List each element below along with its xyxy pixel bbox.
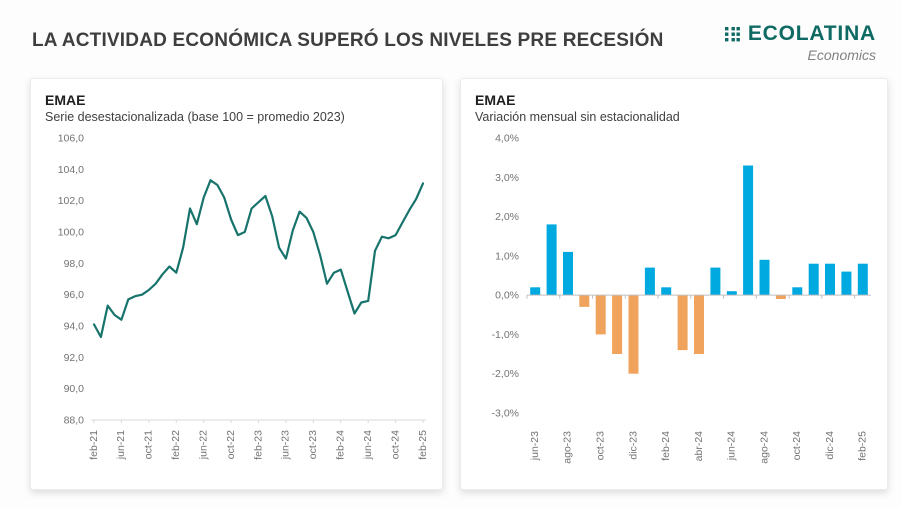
left-chart-title: EMAE: [45, 92, 86, 108]
bar-jul-24: [743, 165, 754, 296]
y-axis-label: 4,0%: [495, 133, 519, 145]
x-axis-label: jun-23: [529, 431, 541, 461]
bar-oct-24: [792, 287, 803, 296]
logo-tagline: Economics: [807, 47, 876, 63]
bar-sep-23: [579, 295, 590, 307]
x-axis-label: feb-24: [660, 431, 672, 461]
x-axis-label: oct-22: [225, 430, 237, 459]
x-axis-label: feb-23: [252, 430, 264, 460]
emae-bar-chart: 4,0% 3,0% 2,0% 1,0% 0,0% -1,0% -2,0% -3,0% jun-2…: [492, 133, 871, 464]
charts-row: EMAE Serie desestacionalizada (base 100 …: [30, 78, 888, 490]
x-axis-label: feb-25: [417, 430, 429, 460]
y-axis-label: 90,0: [64, 383, 85, 395]
x-axis-label: jun-21: [115, 430, 127, 460]
page-title: LA ACTIVIDAD ECONÓMICA SUPERÓ LOS NIVELE…: [32, 30, 664, 51]
x-axis-label: ago-24: [758, 431, 770, 464]
logo-grid-icon: [724, 26, 742, 43]
x-axis-label: oct-24: [791, 431, 803, 460]
header: LA ACTIVIDAD ECONÓMICA SUPERÓ LOS NIVELE…: [30, 18, 888, 70]
y-axis-label: 94,0: [64, 321, 85, 333]
bar-may-24: [710, 267, 721, 296]
left-chart-subtitle: Serie desestacionalizada (base 100 = pro…: [45, 110, 345, 124]
bar-ago-24: [759, 259, 770, 296]
y-axis-label: 102,0: [58, 195, 84, 207]
bar-sep-24: [775, 295, 786, 299]
bar-ene-25: [841, 271, 852, 296]
y-axis-label: 106,0: [58, 133, 84, 145]
x-axis-label: jun-24: [726, 431, 738, 461]
bar-dic-23: [628, 295, 639, 374]
x-axis-label: feb-24: [335, 430, 347, 460]
bar-mar-24: [677, 295, 688, 351]
right-chart-title: EMAE: [475, 92, 516, 108]
bar-nov-24: [808, 263, 819, 296]
x-axis-label: abr-24: [693, 431, 705, 462]
y-axis-label: 104,0: [58, 164, 84, 176]
y-axis-label: -2,0%: [492, 368, 519, 380]
y-axis-label: 0,0%: [495, 290, 519, 302]
y-axis-label: 2,0%: [495, 211, 519, 223]
bar-feb-24: [661, 287, 672, 296]
bar-jun-23: [530, 287, 541, 296]
y-axis-label: 92,0: [64, 352, 85, 364]
x-axis-label: jun-22: [197, 430, 209, 460]
logo-wordmark: ECOLATINA: [747, 22, 876, 45]
x-axis-label: oct-24: [389, 430, 401, 459]
x-axis-label: jun-24: [362, 430, 374, 460]
x-axis-label: feb-22: [170, 430, 182, 460]
emae-series-line: [92, 179, 425, 339]
bar-dic-24: [825, 263, 835, 296]
x-axis-label: feb-21: [88, 430, 100, 460]
card-emae-level: EMAE Serie desestacionalizada (base 100 …: [30, 78, 443, 490]
x-axis-label: oct-23: [594, 431, 606, 460]
y-axis-label: 100,0: [58, 227, 84, 239]
bar-oct-23: [595, 295, 606, 335]
x-axis-label: feb-25: [857, 431, 869, 461]
emae-line-chart: 106,0 104,0 102,0 100,0 98,0 96,0 94,0 92,0 90,0…: [58, 133, 429, 461]
bar-abr-24: [694, 295, 704, 354]
x-axis-label: oct-21: [143, 430, 155, 459]
y-axis-label: -3,0%: [492, 408, 519, 420]
x-axis-label: jun-23: [280, 430, 292, 460]
y-axis-label: -1,0%: [492, 329, 519, 341]
x-axis-label: dic-24: [824, 431, 836, 460]
y-axis-label: 88,0: [64, 415, 85, 427]
right-chart-subtitle: Variación mensual sin estacionalidad: [475, 110, 680, 124]
x-axis-label: ago-23: [562, 431, 574, 464]
bar-ago-23: [563, 251, 573, 296]
y-axis-label: 3,0%: [495, 172, 519, 184]
x-axis-label: oct-23: [307, 430, 319, 459]
ecolatina-logo: ECOLATINA Economics: [724, 22, 876, 63]
bar-feb-25: [857, 263, 868, 296]
bar-ene-24: [644, 267, 655, 296]
y-axis-label: 1,0%: [495, 250, 519, 262]
bar-jul-23: [546, 224, 557, 296]
bar-nov-23: [612, 295, 623, 354]
bar-jun-24: [726, 291, 737, 296]
y-axis-label: 96,0: [64, 289, 85, 301]
y-axis-label: 98,0: [64, 258, 85, 270]
x-axis-label: dic-23: [627, 431, 639, 460]
card-emae-mom: EMAE Variación mensual sin estacionalida…: [460, 78, 888, 490]
